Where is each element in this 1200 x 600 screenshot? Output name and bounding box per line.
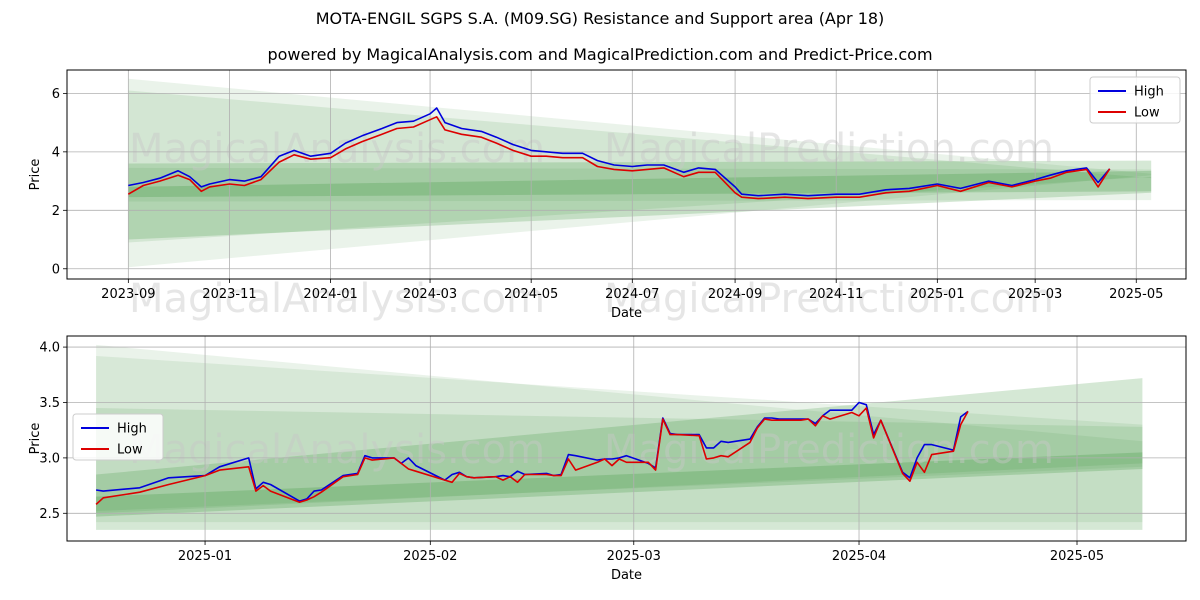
chart-title: MOTA-ENGIL SGPS S.A. (M09.SG) Resistance… <box>315 9 885 28</box>
support-resistance-band <box>96 378 1143 530</box>
series-line-high <box>95 401 969 502</box>
x-tick-label: 2024-03 <box>403 287 457 302</box>
watermark-text: MagicalAnalysis.com <box>129 276 545 322</box>
panel-2: MagicalAnalysis.com MagicalPrediction.com… <box>28 335 1187 583</box>
y-tick-label: 3.0 <box>39 451 60 466</box>
plot-area: MagicalAnalysis.com MagicalPrediction.com <box>67 336 1186 541</box>
support-resistance-band <box>128 170 1152 198</box>
x-tick-label: 2025-01 <box>178 549 232 564</box>
x-tick-label: 2025-05 <box>1050 549 1104 564</box>
legend: High Low <box>72 413 164 461</box>
panel-1: MagicalAnalysis.com MagicalPrediction.com… <box>28 69 1187 322</box>
series-line-high <box>128 107 1111 197</box>
x-tick-label: 2025-03 <box>1008 287 1062 302</box>
x-tick-label: 2025-05 <box>1109 287 1163 302</box>
y-tick-label: 4.0 <box>39 341 60 356</box>
support-resistance-band <box>96 355 1143 523</box>
x-tick-label: 2024-11 <box>809 287 863 302</box>
x-tick-label: 2023-09 <box>101 287 155 302</box>
support-resistance-band <box>96 452 1143 517</box>
y-tick-label: 0 <box>52 262 60 277</box>
support-resistance-band <box>96 344 1143 512</box>
x-tick-label: 2024-07 <box>605 287 659 302</box>
y-tick-label: 4 <box>52 145 60 160</box>
series-line-low <box>127 116 1111 200</box>
support-resistance-band <box>128 78 1152 268</box>
y-axis-label: Price <box>28 159 43 191</box>
plot-frame <box>66 335 1187 542</box>
legend-label-high: High <box>117 422 147 437</box>
y-tick-label: 2.5 <box>39 507 60 522</box>
x-tick-label: 2025-03 <box>607 549 661 564</box>
legend: High Low <box>1089 76 1181 124</box>
x-axis-label: Date <box>611 306 642 321</box>
legend-label-low: Low <box>1134 106 1160 121</box>
watermark-text: MagicalPrediction.com <box>604 276 1054 322</box>
support-resistance-band <box>128 160 1152 240</box>
x-tick-label: 2025-04 <box>832 549 886 564</box>
watermark-text: MagicalPrediction.com <box>604 126 1054 172</box>
series-line-low <box>95 407 969 505</box>
y-tick-label: 6 <box>52 87 60 102</box>
legend-label-low: Low <box>117 443 143 458</box>
support-resistance-band <box>96 408 1143 514</box>
x-axis-label: Date <box>611 568 642 583</box>
plot-frame <box>66 69 1187 280</box>
x-tick-label: 2025-01 <box>910 287 964 302</box>
x-tick-label: 2024-09 <box>708 287 762 302</box>
x-tick-label: 2025-02 <box>403 549 457 564</box>
x-tick-label: 2023-11 <box>202 287 256 302</box>
x-tick-label: 2024-01 <box>303 287 357 302</box>
legend-label-high: High <box>1134 85 1164 100</box>
watermark-text: MagicalAnalysis.com <box>129 427 545 473</box>
y-axis-label: Price <box>28 423 43 455</box>
chart-subtitle: powered by MagicalAnalysis.com and Magic… <box>267 45 933 64</box>
y-tick-label: 2 <box>52 204 60 219</box>
plot-area: MagicalAnalysis.com MagicalPrediction.com <box>67 70 1186 279</box>
x-tick-label: 2024-05 <box>504 287 558 302</box>
support-resistance-band <box>128 167 1152 202</box>
y-tick-label: 3.5 <box>39 396 60 411</box>
